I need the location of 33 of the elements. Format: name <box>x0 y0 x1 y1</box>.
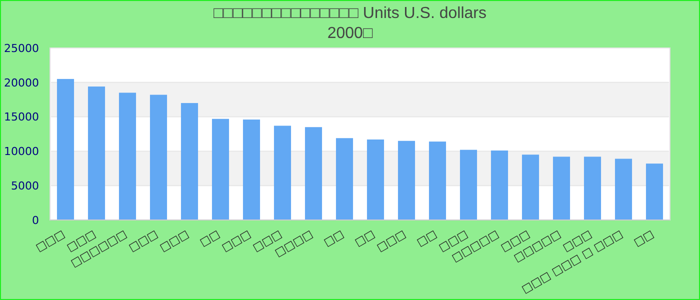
bar <box>336 138 354 220</box>
bar <box>366 140 384 220</box>
chart-title: □□□□□□□□□□□□□□□ Units U.S. dollars <box>214 5 486 22</box>
bar <box>274 126 292 220</box>
bar <box>552 156 570 220</box>
bar <box>646 164 664 220</box>
bar <box>88 86 106 220</box>
y-tick-label: 10000 <box>4 145 39 158</box>
y-tick-label: 20000 <box>4 76 39 90</box>
x-tick-label: □□ <box>631 227 656 249</box>
chart-subtitle: 2000□ <box>327 25 373 42</box>
y-tick-label: 25000 <box>4 42 39 55</box>
bar <box>180 103 198 220</box>
y-tick-label: 0 <box>32 214 39 227</box>
bar <box>56 78 74 220</box>
y-tick-label: 5000 <box>11 179 39 192</box>
bar <box>460 150 478 220</box>
bar <box>490 150 508 220</box>
bar <box>398 140 416 220</box>
bar <box>212 118 230 220</box>
bar <box>614 158 632 220</box>
x-tick-label: □□ <box>321 227 346 249</box>
x-tick-label: □□ <box>414 227 439 249</box>
bar <box>522 154 540 220</box>
bar <box>304 127 322 220</box>
bar <box>150 94 168 220</box>
bar <box>428 142 446 220</box>
y-tick-label: 15000 <box>4 110 39 124</box>
x-tick-label: □□ <box>352 227 377 249</box>
bar <box>242 120 260 220</box>
x-tick-label: □□ <box>197 227 222 249</box>
bar <box>584 156 602 220</box>
bar <box>118 92 136 220</box>
